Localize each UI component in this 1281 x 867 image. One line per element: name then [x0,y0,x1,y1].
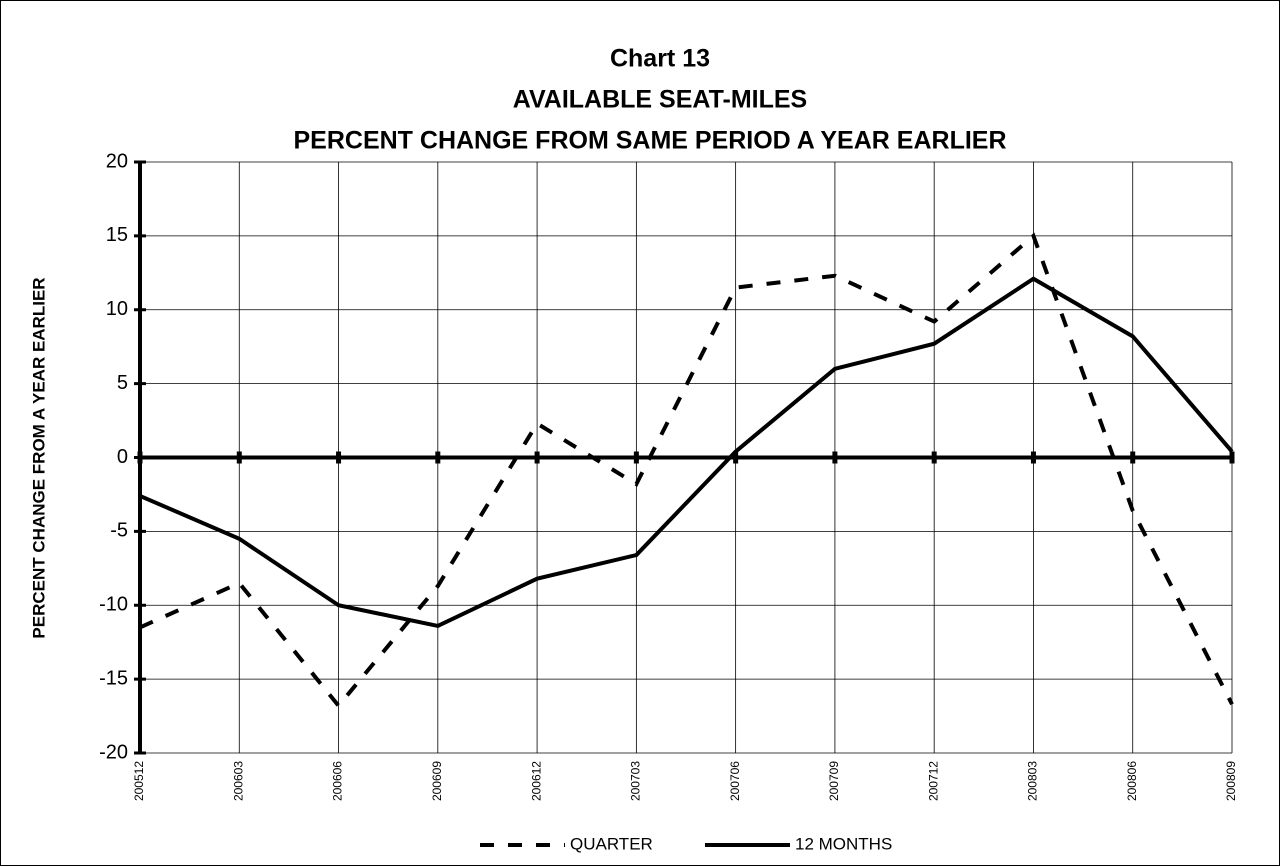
y-axis-label: PERCENT CHANGE FROM A YEAR EARLIER [29,277,48,638]
x-tick-label: 200806 [1125,761,1139,801]
x-tick-label: 200712 [926,761,940,801]
y-tick-label: 20 [106,150,128,172]
x-tick-label: 200709 [827,761,841,801]
x-tick-label: 200703 [629,761,643,801]
y-tick-label: -10 [99,594,128,616]
chart-title: Chart 13 [610,45,710,73]
x-tick-label: 200809 [1224,761,1238,801]
x-tick-label: 200803 [1026,761,1040,801]
x-tick-label: 200706 [728,761,742,801]
series-line [139,276,1234,629]
y-tick-label: -15 [99,667,128,689]
x-tick-label: 200612 [529,761,543,801]
y-tick-label: 0 [117,446,128,468]
y-tick-label: 10 [106,298,128,320]
y-tick-label: 15 [106,224,128,246]
legend-label: QUARTER [570,834,653,853]
chart-subtitle: AVAILABLE SEAT-MILES [513,86,807,114]
legend-label: 12 MONTHS [795,834,892,853]
y-tick-label: 5 [117,372,128,394]
x-tick-label: 200606 [331,761,345,801]
y-tick-label: -20 [99,741,128,763]
y-tick-label: -5 [110,520,128,542]
x-tick-label: 200512 [132,761,146,801]
x-tick-label: 200609 [430,761,444,801]
chart-subtitle: PERCENT CHANGE FROM SAME PERIOD A YEAR E… [293,127,1006,155]
x-tick-label: 200603 [231,761,245,801]
